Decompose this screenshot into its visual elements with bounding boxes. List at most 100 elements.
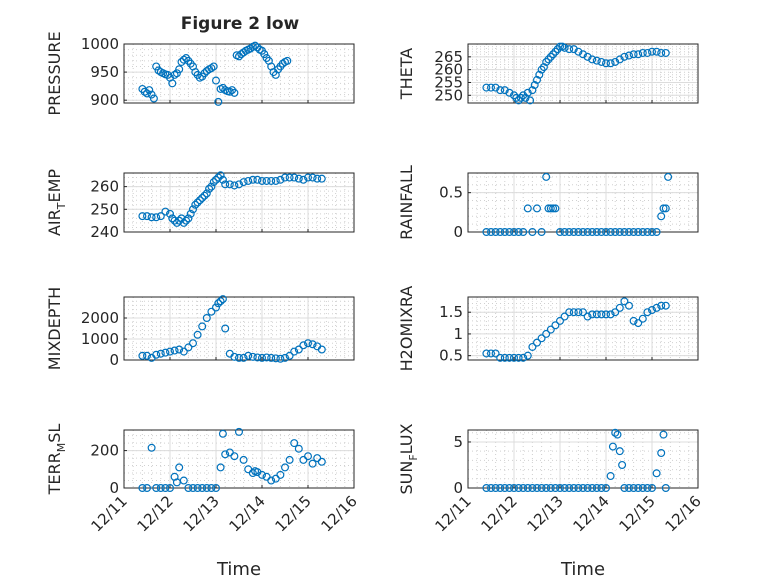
- y-tick-label: 1: [453, 325, 463, 343]
- data-point: [514, 484, 523, 493]
- data-point: [510, 228, 519, 237]
- data-point: [285, 351, 294, 360]
- data-point: [207, 64, 216, 73]
- data-point: [161, 484, 170, 493]
- data-point: [267, 353, 276, 362]
- data-point: [239, 178, 248, 187]
- data-point: [592, 484, 601, 493]
- data-point: [166, 347, 175, 356]
- data-point: [546, 52, 555, 61]
- data-point: [569, 228, 578, 237]
- data-point: [606, 228, 615, 237]
- data-point: [281, 173, 290, 182]
- data-point: [657, 212, 666, 221]
- data-point: [615, 55, 624, 64]
- y-axis-label: AIRTEMP: [45, 169, 68, 236]
- data-point: [218, 429, 227, 438]
- data-point: [149, 94, 158, 103]
- data-point: [643, 228, 652, 237]
- data-point: [565, 308, 574, 317]
- data-point: [643, 48, 652, 57]
- data-point: [634, 484, 643, 493]
- data-point: [200, 191, 209, 200]
- subplot-rainfall: 0 0.5 RAINFALL: [397, 165, 699, 241]
- data-point: [523, 351, 532, 360]
- data-point: [221, 450, 230, 459]
- y-tick-label: 0: [109, 479, 119, 497]
- data-point: [235, 427, 244, 436]
- data-point: [597, 484, 606, 493]
- data-point: [647, 484, 656, 493]
- data-point: [253, 175, 262, 184]
- y-tick-label: 250: [90, 200, 119, 218]
- data-point: [519, 484, 528, 493]
- data-point: [528, 228, 537, 237]
- data-point: [560, 484, 569, 493]
- data-point: [294, 174, 303, 183]
- data-point: [212, 76, 221, 85]
- data-point: [221, 324, 230, 333]
- data-point: [565, 45, 574, 54]
- data-point: [592, 310, 601, 319]
- data-point: [230, 352, 239, 361]
- data-point: [299, 455, 308, 464]
- data-point: [549, 50, 558, 59]
- axes-box: [123, 296, 355, 361]
- data-point: [152, 213, 161, 222]
- data-point: [565, 228, 574, 237]
- data-point: [496, 353, 505, 362]
- data-point: [290, 439, 299, 448]
- y-axis-label: PRESSURE: [45, 31, 64, 115]
- data-point: [235, 180, 244, 189]
- data-point: [140, 87, 149, 96]
- y-tick-label: 0: [453, 479, 463, 497]
- data-point: [638, 314, 647, 323]
- data-point: [281, 463, 290, 472]
- data-point: [285, 173, 294, 182]
- y-tick-label: 950: [90, 63, 119, 81]
- data-point: [530, 81, 539, 90]
- data-point: [532, 338, 541, 347]
- data-point: [276, 175, 285, 184]
- data-point: [487, 484, 496, 493]
- data-point: [569, 308, 578, 317]
- data-point: [583, 52, 592, 61]
- data-point: [606, 310, 615, 319]
- data-point: [143, 351, 152, 360]
- data-point: [615, 447, 624, 456]
- data-point: [147, 443, 156, 452]
- data-point: [657, 48, 666, 57]
- data-point: [308, 173, 317, 182]
- data-point: [514, 353, 523, 362]
- data-point: [202, 484, 211, 493]
- subplot-pressure: 900 950 1000 PRESSURE: [45, 31, 355, 116]
- data-point: [179, 347, 188, 356]
- data-point: [152, 350, 161, 359]
- y-tick-label: 900: [90, 91, 119, 109]
- data-point: [519, 91, 528, 100]
- data-point: [170, 70, 179, 79]
- data-point: [271, 354, 280, 363]
- subplot-h2omixra: 0.5 1 1.5 H2OMIXRA: [397, 286, 699, 371]
- data-point: [539, 63, 548, 72]
- data-point: [195, 196, 204, 205]
- axes-box: [123, 43, 355, 104]
- y-tick-label: 1000: [81, 330, 119, 348]
- data-point: [193, 330, 202, 339]
- data-point: [652, 47, 661, 56]
- data-point: [592, 228, 601, 237]
- axes-box: [467, 296, 699, 361]
- data-point: [560, 312, 569, 321]
- data-point: [551, 47, 560, 56]
- data-point: [638, 484, 647, 493]
- data-point: [212, 303, 221, 312]
- data-point: [583, 312, 592, 321]
- data-point: [634, 319, 643, 328]
- data-point: [555, 228, 564, 237]
- data-point: [505, 353, 514, 362]
- data-point: [560, 43, 569, 52]
- data-point: [487, 349, 496, 358]
- data-point: [560, 228, 569, 237]
- data-point: [239, 455, 248, 464]
- data-point: [652, 469, 661, 478]
